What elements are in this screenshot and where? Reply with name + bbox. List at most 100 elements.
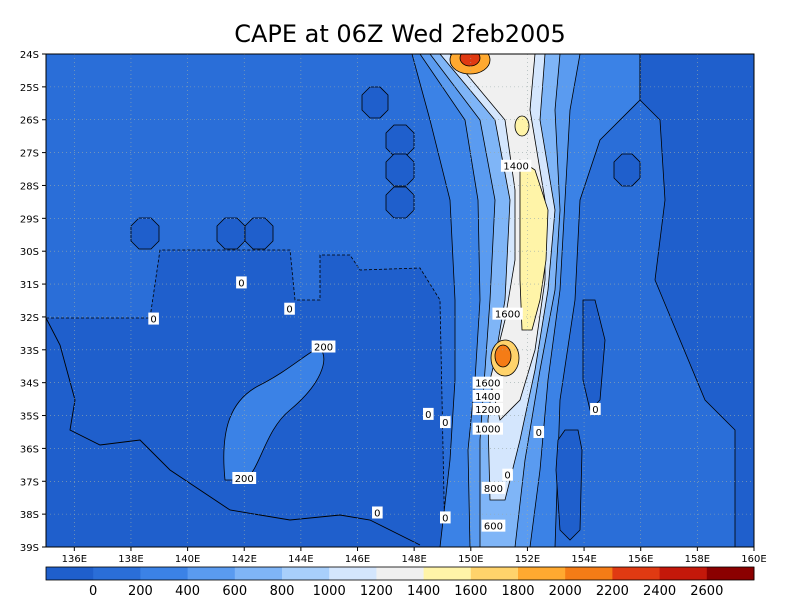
contour-label-bg	[423, 407, 434, 420]
contour-label-bg	[236, 276, 247, 289]
blob	[216, 217, 246, 250]
colorbar-swatch	[565, 567, 613, 580]
contour-label-bg	[472, 376, 503, 389]
contour-label-text: 0	[442, 513, 448, 524]
contour-label-text: 200	[235, 474, 254, 485]
contour-label-bg	[440, 416, 451, 429]
y-tick-label: 36S	[20, 444, 39, 455]
x-tick-label: 142E	[232, 554, 257, 565]
blob	[555, 429, 583, 541]
y-axis: 24S 25S 26S 27S 28S 29S 30S 31S 32S 33S 34S 35S 36S 3…	[20, 50, 46, 554]
contour-label: 0	[440, 416, 451, 429]
y-tick-label: 26S	[20, 116, 39, 127]
y-tick-label: 30S	[20, 247, 39, 258]
blob	[385, 124, 415, 157]
contour-label-bg	[481, 481, 506, 494]
contour-label: 0	[372, 506, 383, 519]
x-tick-label: 156E	[628, 554, 653, 565]
cape-max-north-core	[459, 54, 481, 67]
cape-band-1600	[519, 159, 549, 331]
contour-label: 0	[440, 511, 451, 524]
contour-label-bg	[492, 307, 523, 320]
contour-label-bg	[311, 340, 336, 353]
y-tick-label: 32S	[20, 313, 39, 324]
contour-label: 0	[423, 407, 434, 421]
contour-label-bg	[372, 506, 383, 519]
x-tick-label: 138E	[118, 554, 143, 565]
x-tick-label: 136E	[62, 554, 87, 565]
contour-label: 0	[502, 468, 513, 482]
colorbar-swatch	[282, 567, 330, 580]
colorbar-swatch	[329, 567, 377, 580]
colorbar-label: 600	[222, 584, 247, 599]
contour-label-bg	[500, 159, 532, 172]
y-tick-label: 34S	[20, 379, 39, 390]
contour-label-text: 1400	[475, 392, 500, 403]
contour-label: 1400	[500, 159, 532, 173]
x-tick-label: 144E	[288, 554, 313, 565]
blob	[639, 54, 754, 547]
y-tick-label: 25S	[20, 83, 39, 94]
y-tick-label: 31S	[20, 280, 39, 291]
contour-label-text: 600	[484, 522, 503, 533]
contour-label-bg	[590, 402, 601, 415]
contour-label: 600	[481, 519, 506, 533]
blob	[613, 153, 641, 187]
blob	[582, 299, 606, 411]
colorbar-swatch	[46, 567, 94, 580]
x-tick-label: 152E	[515, 554, 540, 565]
colorbar-swatch	[518, 567, 566, 580]
contour-label-text: 800	[484, 484, 503, 495]
contour-label-bg	[472, 422, 503, 435]
y-tick-label: 33S	[20, 346, 39, 357]
contour-label-bg	[472, 389, 503, 402]
coastline	[46, 317, 421, 546]
contour-label: 0	[533, 425, 545, 439]
contour-label: 1600	[472, 376, 503, 390]
colorbar-label: 0	[89, 584, 97, 599]
y-tick-label: 37S	[20, 477, 39, 488]
plot-frame	[45, 53, 755, 548]
colorbar-swatch	[470, 567, 519, 580]
x-tick-label: 154E	[571, 554, 596, 565]
contour-label-text: 0	[425, 410, 431, 421]
contour-label-text: 0	[238, 278, 244, 289]
x-tick-label: 148E	[401, 554, 426, 565]
colorbar-swatch	[612, 567, 661, 580]
blob	[244, 217, 274, 250]
colorbar-swatch	[187, 567, 236, 580]
contour-label: 1400	[472, 389, 503, 403]
contour-label-text: 1200	[475, 405, 500, 416]
contour-label-bg	[502, 468, 513, 481]
contour-label: 0	[148, 312, 159, 326]
colorbar-label: 1600	[454, 584, 487, 599]
colorbar-swatch	[659, 567, 708, 580]
y-tick-label: 27S	[20, 149, 39, 160]
y-tick-label: 28S	[20, 181, 39, 192]
cape-max-south-core	[494, 344, 512, 368]
colorbar-label: 200	[128, 584, 153, 599]
colorbar-label: 1000	[313, 584, 346, 599]
contour-label-bg	[148, 312, 159, 325]
colorbar-label: 1800	[501, 584, 534, 599]
x-tick-label: 160E	[741, 554, 766, 565]
contour-label-bg	[440, 511, 451, 524]
blob	[361, 86, 389, 119]
contour-label-text: 0	[286, 305, 292, 316]
contour-label: 1200	[472, 402, 503, 416]
colorbar-frame	[45, 566, 755, 581]
x-tick-label: 146E	[345, 554, 370, 565]
colorbar-swatch	[93, 567, 141, 580]
chart-title: CAPE at 06Z Wed 2feb2005	[234, 20, 566, 48]
colorbar-swatch	[423, 567, 472, 580]
blob	[385, 186, 415, 219]
contour-label-text: 1400	[503, 162, 528, 173]
cape-pocket	[514, 115, 530, 137]
contour-label: 1600	[492, 307, 523, 321]
contour-label-bg	[472, 402, 503, 415]
x-axis: 136E 138E 140E 142E 144E 146E 148E 150E 152E 154E…	[62, 547, 767, 565]
blob	[385, 153, 415, 187]
contour-label-text: 0	[536, 428, 542, 439]
